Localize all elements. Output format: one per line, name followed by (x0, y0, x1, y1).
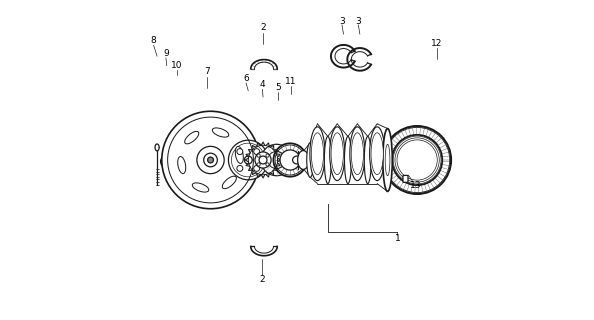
Text: 8: 8 (151, 36, 156, 45)
Circle shape (237, 165, 243, 172)
Circle shape (280, 150, 300, 170)
Text: 6: 6 (243, 74, 249, 83)
Circle shape (266, 154, 269, 157)
Circle shape (208, 157, 213, 163)
Ellipse shape (298, 151, 309, 169)
Ellipse shape (310, 127, 325, 180)
FancyBboxPatch shape (403, 175, 408, 182)
Text: 3: 3 (355, 17, 361, 26)
Ellipse shape (351, 133, 364, 175)
Ellipse shape (235, 146, 244, 164)
Circle shape (255, 152, 271, 168)
Ellipse shape (324, 136, 331, 184)
Ellipse shape (307, 143, 314, 177)
Text: 1: 1 (395, 234, 400, 243)
Text: 4: 4 (260, 80, 266, 89)
Ellipse shape (185, 131, 199, 144)
Ellipse shape (383, 129, 392, 191)
Text: 9: 9 (163, 49, 169, 58)
Ellipse shape (350, 127, 365, 180)
Circle shape (229, 140, 268, 180)
Ellipse shape (212, 128, 229, 137)
Ellipse shape (330, 127, 345, 180)
Text: 12: 12 (431, 39, 443, 48)
Text: 3: 3 (339, 17, 345, 26)
Ellipse shape (178, 156, 186, 174)
Ellipse shape (345, 136, 352, 184)
Text: 2: 2 (261, 23, 266, 32)
Text: 7: 7 (204, 68, 210, 76)
Text: 5: 5 (275, 83, 281, 92)
Circle shape (162, 111, 259, 209)
Ellipse shape (155, 144, 159, 151)
Circle shape (266, 163, 269, 166)
Circle shape (261, 144, 292, 176)
Ellipse shape (331, 133, 343, 175)
Ellipse shape (371, 133, 383, 175)
Text: 13: 13 (410, 181, 421, 190)
Circle shape (237, 148, 243, 155)
Circle shape (383, 126, 451, 194)
Ellipse shape (222, 176, 236, 189)
Ellipse shape (293, 156, 301, 164)
Text: 10: 10 (171, 61, 182, 70)
Ellipse shape (192, 183, 208, 192)
Circle shape (273, 143, 307, 177)
Text: 2: 2 (260, 275, 266, 284)
Circle shape (254, 148, 260, 155)
Text: 11: 11 (285, 77, 296, 86)
Circle shape (254, 165, 260, 172)
Ellipse shape (364, 136, 371, 184)
Ellipse shape (385, 144, 390, 176)
Circle shape (257, 154, 260, 157)
Ellipse shape (311, 133, 324, 175)
Ellipse shape (369, 127, 385, 180)
Circle shape (257, 163, 260, 166)
